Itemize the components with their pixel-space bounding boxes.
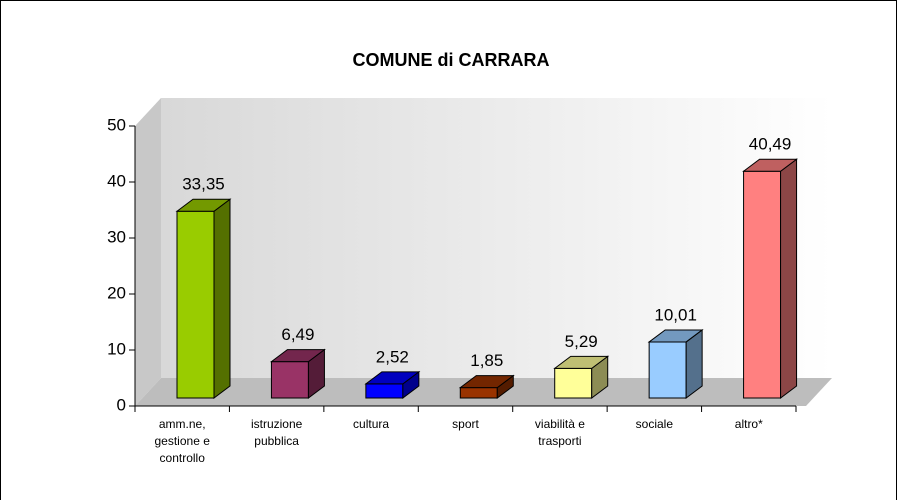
value-label: 6,49 [281,325,314,344]
x-tick-label: altro* [734,417,763,431]
bar-front [743,170,782,399]
x-tick-label: cultura [353,417,390,431]
side-wall [135,98,161,406]
value-label: 10,01 [654,305,697,324]
value-label: 5,29 [565,332,598,351]
chart-title: COMUNE di CARRARA [353,50,550,70]
x-tick-label: viabilità e trasporti [534,417,585,448]
y-tick-label: 50 [107,115,126,134]
bar-front [176,210,215,399]
bar-top [742,158,799,172]
bar-side [780,158,798,399]
bar-top [364,371,421,385]
bar-top [458,375,515,389]
bar-top [269,349,326,363]
x-tick-label: sport [452,417,479,431]
bar-top [553,355,610,369]
bar-front [554,367,593,399]
y-tick-label: 40 [107,171,126,190]
y-tick-label: 20 [107,283,126,302]
bar-front [459,387,498,399]
back-wall [161,98,832,378]
x-tick-label: istruzione pubblica [250,417,303,448]
bar-top [175,198,232,212]
x-tick-label: sociale [635,417,674,431]
value-label: 1,85 [470,351,503,370]
y-tick-label: 10 [107,339,126,358]
y-tick-label: 0 [117,395,126,414]
value-label: 2,52 [376,347,409,366]
bar-front [270,361,309,399]
bar-top [647,329,704,343]
value-label: 33,35 [182,175,225,194]
bar-side [213,198,231,399]
x-tick-label: amm.ne, gestione e controllo [154,417,210,465]
bar-front [648,341,687,399]
value-label: 40,49 [749,135,792,154]
bar-front [365,383,404,399]
y-tick-label: 30 [107,227,126,246]
